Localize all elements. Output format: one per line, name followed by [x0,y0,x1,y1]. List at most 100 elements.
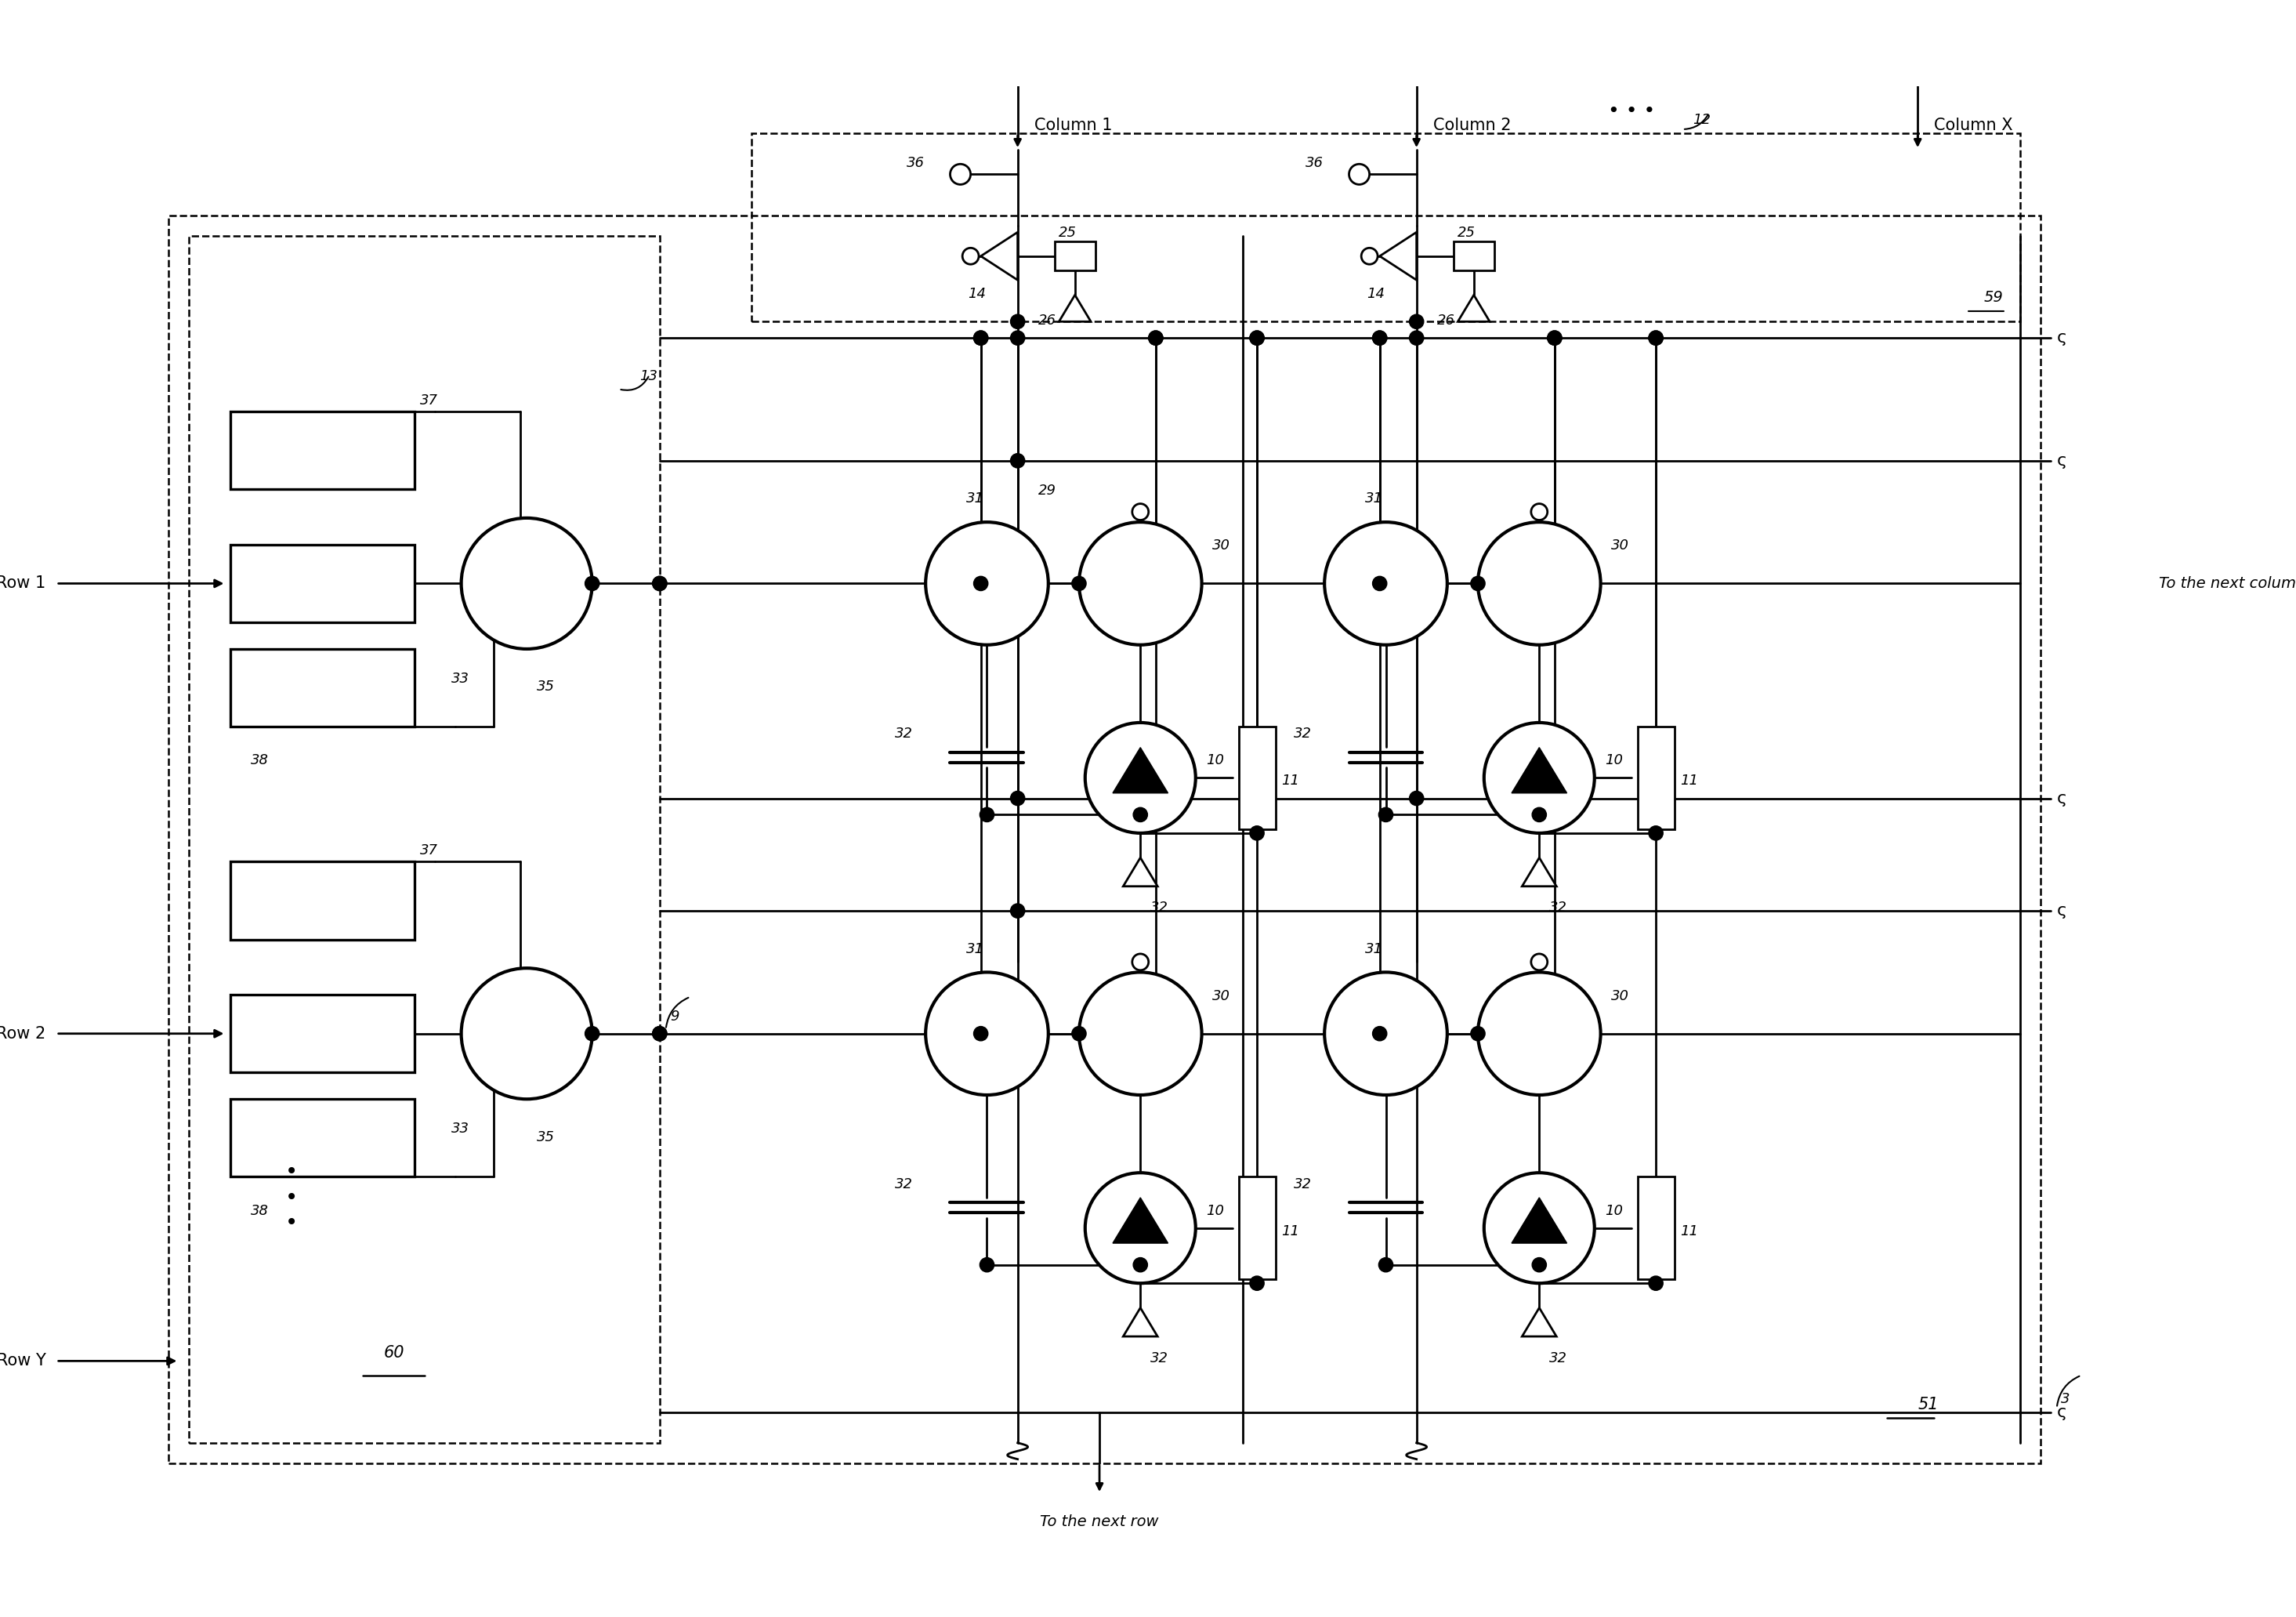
Circle shape [585,1027,599,1041]
Bar [1637,1177,1674,1279]
Circle shape [974,331,987,344]
Circle shape [1531,954,1548,970]
Circle shape [1249,1276,1265,1290]
Polygon shape [1123,857,1157,886]
Text: 30: 30 [1612,538,1628,553]
Text: 37: 37 [420,844,439,857]
Circle shape [1649,331,1662,344]
Circle shape [1079,522,1201,645]
Text: ς: ς [2057,330,2066,346]
Text: 38: 38 [250,754,269,768]
Bar [230,1100,413,1177]
Circle shape [1373,331,1387,344]
Circle shape [974,331,987,344]
Text: 30: 30 [1212,538,1231,553]
Text: 32: 32 [895,728,914,741]
Text: 32: 32 [895,1177,914,1192]
Circle shape [1649,331,1662,344]
Circle shape [1472,576,1486,590]
Circle shape [1472,1027,1486,1041]
Text: To the next row: To the next row [1040,1515,1159,1530]
Text: 10: 10 [1605,1203,1623,1218]
Text: 12: 12 [1692,113,1711,128]
Circle shape [1010,791,1024,805]
Circle shape [1410,314,1424,328]
Bar [751,133,2020,322]
Text: Row Y: Row Y [0,1353,46,1370]
Circle shape [1325,972,1446,1095]
Bar [230,862,413,939]
Text: 32: 32 [1293,1177,1311,1192]
Circle shape [980,807,994,821]
Text: •
•
•: • • • [285,1161,298,1234]
Circle shape [1373,331,1387,344]
Text: 30: 30 [1212,990,1231,1003]
Polygon shape [1522,1308,1557,1336]
Circle shape [1132,954,1148,970]
Text: 36: 36 [1304,157,1322,170]
Circle shape [925,522,1049,645]
Circle shape [1010,331,1024,344]
Circle shape [1010,904,1024,918]
Text: Row 2: Row 2 [0,1025,46,1041]
Circle shape [1072,1027,1086,1041]
Text: 3: 3 [2062,1392,2071,1407]
Text: ς: ς [2057,902,2066,918]
Bar [188,236,659,1442]
Bar [230,545,413,623]
Text: 10: 10 [1605,754,1623,768]
Circle shape [980,1258,994,1273]
Text: Column 1: Column 1 [1033,118,1111,133]
Circle shape [1249,331,1265,344]
Text: • • •: • • • [1607,102,1655,121]
Text: ς: ς [2057,791,2066,807]
Text: 9: 9 [670,1009,680,1024]
Text: 33: 33 [450,1122,468,1135]
Circle shape [1134,1258,1148,1273]
Polygon shape [1058,294,1091,322]
Polygon shape [980,233,1017,280]
Circle shape [1373,576,1387,590]
Circle shape [1373,1027,1387,1041]
Bar [1637,726,1674,830]
Bar [1238,726,1274,830]
Text: 25: 25 [1458,226,1476,239]
Bar [168,215,2041,1463]
Text: 11: 11 [1681,1224,1699,1239]
Circle shape [1148,331,1162,344]
Circle shape [974,576,987,590]
Text: 35: 35 [537,679,556,694]
Text: 31: 31 [1366,941,1384,956]
Circle shape [1148,331,1162,344]
Circle shape [1010,314,1024,328]
Text: 25: 25 [1058,226,1077,239]
Circle shape [1132,503,1148,521]
Circle shape [652,1027,666,1041]
Polygon shape [1522,857,1557,886]
Circle shape [1010,453,1024,467]
Text: 13: 13 [638,369,657,383]
Text: 14: 14 [967,288,985,301]
Circle shape [1483,723,1593,833]
Text: 32: 32 [1150,901,1169,915]
Circle shape [1086,1172,1196,1284]
Text: 35: 35 [537,1130,556,1145]
Text: 14: 14 [1366,288,1384,301]
Text: 32: 32 [1550,1350,1568,1365]
Text: 30: 30 [1612,990,1628,1003]
Bar [230,412,413,490]
Text: 38: 38 [250,1203,269,1218]
Text: 31: 31 [1366,492,1384,506]
Circle shape [1479,972,1600,1095]
Text: 37: 37 [420,393,439,407]
Circle shape [1649,1276,1662,1290]
Circle shape [1249,331,1265,344]
Circle shape [1378,1258,1394,1273]
Circle shape [1350,163,1368,184]
Circle shape [951,163,971,184]
Text: 32: 32 [1293,728,1311,741]
Text: 11: 11 [1281,775,1300,787]
Circle shape [1410,791,1424,805]
Text: Column X: Column X [1933,118,2014,133]
Bar [1453,243,1495,270]
